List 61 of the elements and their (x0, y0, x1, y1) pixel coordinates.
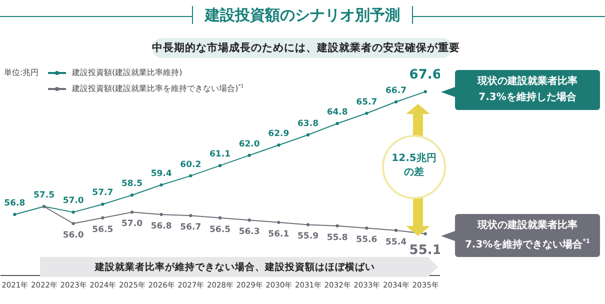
data-label: 58.5 (122, 179, 143, 190)
data-label: 63.8 (298, 118, 319, 129)
point (101, 216, 104, 220)
point (424, 90, 427, 94)
point (248, 154, 251, 157)
data-label: 56.0 (62, 230, 84, 241)
data-label: 62.9 (268, 129, 290, 140)
annotation: 12.5兆円の差 (390, 152, 438, 180)
text: 現状の建設就業者比率 7.3%を維持した場合 (455, 70, 600, 110)
point (130, 194, 134, 197)
data-label: 55.6 (356, 235, 378, 246)
point (160, 183, 163, 186)
data-label: 61.1 (210, 150, 231, 160)
point (218, 164, 222, 168)
data-label: 65.7 (356, 97, 378, 108)
text: 建設就業者比率が維持できない場合、建設投資額はほぼ横ばい (94, 261, 376, 274)
point (336, 224, 339, 228)
data-label: 66.7 (386, 86, 407, 96)
data-label: 56.5 (92, 224, 114, 235)
data-label: 55.8 (326, 232, 348, 243)
chart-subtitle: 中長期的な市場成長のためには、建設就業者の安定確保が重要 (152, 40, 460, 56)
data-label: 57.0 (122, 219, 143, 230)
data-label: 56.3 (238, 227, 260, 238)
point (160, 212, 163, 216)
data-label: 60.2 (180, 160, 202, 170)
point (72, 222, 75, 226)
text: 単位:兆円 (4, 67, 39, 78)
data-label: 57.0 (62, 196, 84, 206)
point (130, 210, 134, 214)
point (277, 220, 280, 224)
data-label: 56.7 (180, 222, 202, 233)
point (306, 223, 310, 226)
legend-label: 建設投資額(建設就業比率維持) (72, 67, 182, 78)
point (306, 133, 310, 136)
point (72, 210, 75, 214)
point (189, 214, 192, 218)
data-label: 55.4 (386, 237, 407, 248)
data-label: 55.9 (298, 232, 319, 242)
point (424, 232, 427, 236)
data-label: 64.8 (326, 108, 348, 118)
point (248, 218, 251, 222)
data-label: 59.4 (150, 168, 172, 179)
text: 現状の建設就業者比率 7.3%を維持できない場合$^{*1}$ (455, 214, 600, 258)
point (189, 174, 192, 178)
data-label: 57.7 (92, 188, 114, 198)
data-label: 56.8 (150, 221, 172, 232)
point (365, 226, 368, 230)
point (336, 122, 339, 126)
data-label: 56.1 (268, 229, 290, 240)
point (365, 112, 368, 115)
point (13, 212, 16, 216)
data-label: 56.8 (4, 198, 26, 208)
point (394, 228, 398, 232)
data-label: 62.0 (238, 139, 260, 150)
point (218, 216, 222, 220)
data-label: 56.5 (210, 224, 231, 235)
point (394, 100, 398, 104)
point (277, 144, 280, 147)
point (101, 202, 104, 206)
chart-title: 建設投資額のシナリオ別予測 (192, 6, 413, 24)
data-label: 57.5 (34, 190, 55, 200)
